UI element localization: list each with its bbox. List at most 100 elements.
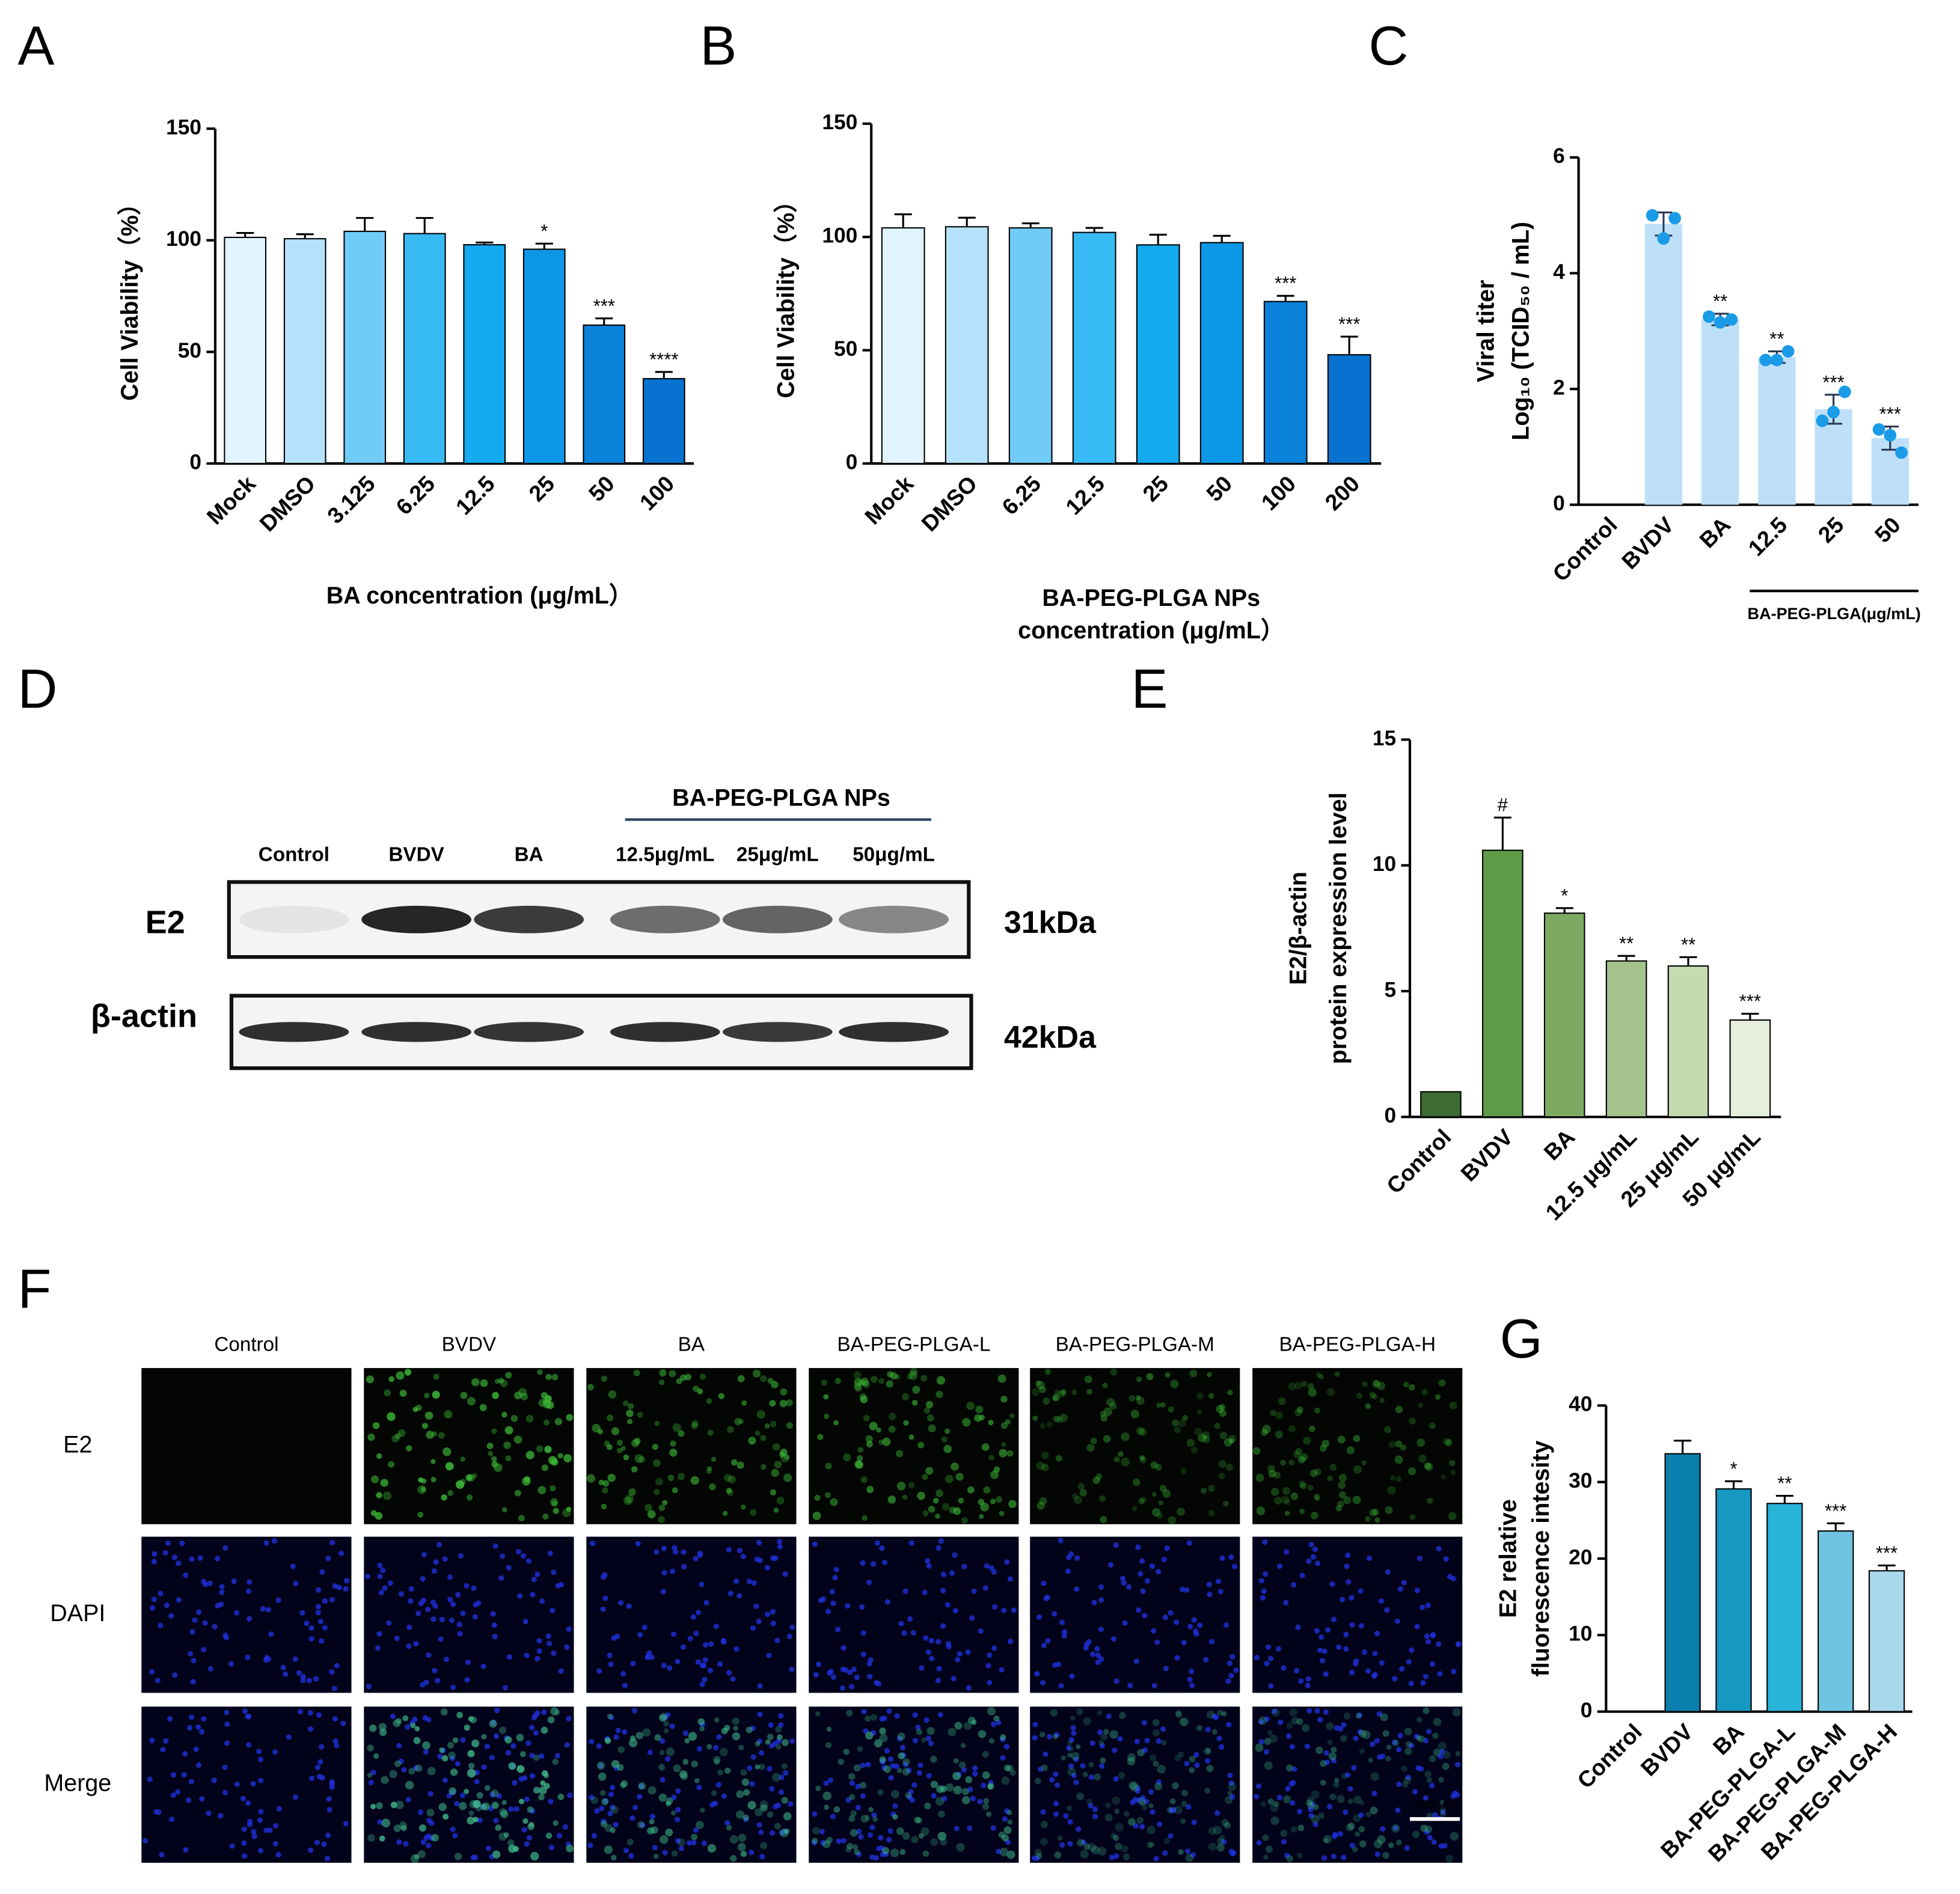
nucleus bbox=[1174, 1655, 1180, 1661]
nucleus bbox=[423, 1834, 429, 1841]
cell-signal bbox=[394, 1760, 402, 1767]
cell-signal bbox=[421, 1486, 426, 1492]
y-tick-label: 100 bbox=[166, 227, 201, 251]
cell-signal bbox=[899, 1849, 906, 1855]
nucleus bbox=[811, 1839, 817, 1845]
cell-signal bbox=[557, 1453, 563, 1459]
cell-signal bbox=[480, 1803, 487, 1810]
nucleus bbox=[1353, 1661, 1359, 1667]
cell-signal bbox=[916, 1729, 923, 1735]
cell-signal bbox=[860, 1396, 868, 1404]
cell-signal bbox=[415, 1764, 423, 1772]
y-tick-label: 4 bbox=[1553, 260, 1565, 284]
nucleus bbox=[1345, 1552, 1351, 1559]
cell-signal bbox=[1329, 1464, 1337, 1471]
nucleus bbox=[1059, 1842, 1065, 1848]
micrograph bbox=[141, 1706, 352, 1863]
blot-size: 31kDa bbox=[1004, 905, 1097, 940]
nucleus bbox=[823, 1780, 829, 1786]
cell-signal bbox=[544, 1773, 549, 1779]
cell-signal bbox=[731, 1459, 738, 1466]
cell-signal bbox=[783, 1812, 792, 1821]
nucleus bbox=[1067, 1841, 1073, 1847]
bar bbox=[1758, 357, 1796, 505]
cell-signal bbox=[599, 1789, 606, 1796]
cell-signal bbox=[676, 1378, 682, 1384]
cell-signal bbox=[647, 1510, 656, 1519]
cell-signal bbox=[1347, 1798, 1353, 1804]
cell-signal bbox=[755, 1764, 761, 1770]
cell-signal bbox=[1208, 1827, 1216, 1835]
cell-signal bbox=[1394, 1455, 1403, 1464]
cell-signal bbox=[421, 1423, 428, 1429]
cell-signal bbox=[1374, 1517, 1380, 1523]
cell-signal bbox=[872, 1816, 878, 1822]
nucleus bbox=[1164, 1545, 1170, 1551]
cell-signal bbox=[651, 1826, 658, 1834]
cell-signal bbox=[1060, 1389, 1067, 1396]
cell-signal bbox=[1314, 1407, 1321, 1414]
nucleus bbox=[1206, 1581, 1212, 1587]
cell-signal bbox=[987, 1707, 996, 1716]
cell-signal bbox=[1059, 1413, 1068, 1422]
cell-signal bbox=[557, 1794, 565, 1800]
cell-signal bbox=[896, 1827, 904, 1835]
lane-label: Control bbox=[259, 844, 329, 866]
cell-signal bbox=[937, 1831, 947, 1841]
cell-signal bbox=[1386, 1744, 1392, 1750]
nucleus bbox=[749, 1850, 755, 1856]
nucleus bbox=[915, 1724, 921, 1731]
cell-signal bbox=[628, 1738, 638, 1748]
cell-signal bbox=[999, 1847, 1009, 1857]
nucleus bbox=[229, 1843, 235, 1849]
nucleus bbox=[630, 1661, 636, 1667]
nucleus bbox=[265, 1607, 271, 1613]
cell-signal bbox=[1372, 1380, 1380, 1388]
nucleus bbox=[431, 1568, 437, 1574]
cell-signal bbox=[1039, 1497, 1047, 1505]
cell-signal bbox=[672, 1487, 678, 1494]
nucleus bbox=[1058, 1683, 1064, 1689]
nucleus bbox=[1304, 1743, 1310, 1750]
nucleus bbox=[1086, 1639, 1092, 1645]
nucleus bbox=[1074, 1586, 1080, 1592]
micrograph bbox=[586, 1536, 797, 1693]
nucleus bbox=[376, 1631, 382, 1637]
cell-signal bbox=[1227, 1791, 1233, 1796]
cell-signal bbox=[520, 1393, 528, 1401]
nucleus bbox=[1370, 1741, 1376, 1747]
cell-signal bbox=[1054, 1851, 1062, 1859]
nucleus bbox=[1317, 1717, 1323, 1723]
cell-signal bbox=[736, 1790, 744, 1798]
nucleus bbox=[828, 1669, 834, 1675]
significance: # bbox=[1498, 795, 1508, 816]
cell-signal bbox=[764, 1423, 770, 1429]
cell-signal bbox=[452, 1737, 459, 1743]
nucleus bbox=[197, 1555, 203, 1561]
nucleus bbox=[874, 1680, 880, 1686]
nucleus bbox=[172, 1672, 178, 1678]
cell-signal bbox=[954, 1721, 963, 1730]
cell-signal bbox=[817, 1434, 824, 1441]
cell-signal bbox=[848, 1815, 856, 1822]
cell-signal bbox=[602, 1487, 608, 1494]
cell-signal bbox=[1333, 1782, 1340, 1788]
cell-signal bbox=[781, 1763, 788, 1770]
nucleus bbox=[566, 1626, 572, 1632]
nucleus bbox=[275, 1597, 281, 1603]
cell-signal bbox=[1170, 1379, 1179, 1388]
cell-signal bbox=[811, 1837, 818, 1844]
nucleus bbox=[566, 1715, 572, 1721]
cell-signal bbox=[1326, 1722, 1334, 1731]
nucleus bbox=[338, 1550, 345, 1556]
nucleus bbox=[224, 1740, 230, 1746]
cell-signal bbox=[649, 1819, 655, 1825]
cell-signal bbox=[1309, 1469, 1318, 1477]
cell-signal bbox=[1260, 1801, 1266, 1807]
nucleus bbox=[1138, 1571, 1144, 1577]
cell-signal bbox=[504, 1426, 513, 1435]
nucleus bbox=[1408, 1743, 1415, 1749]
nucleus bbox=[1281, 1665, 1287, 1671]
cell-signal bbox=[1094, 1773, 1101, 1781]
cell-signal bbox=[999, 1511, 1005, 1517]
